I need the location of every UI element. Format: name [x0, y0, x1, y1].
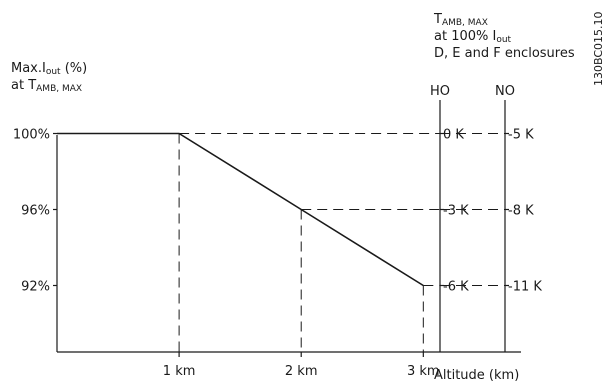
ho-tick-label-1: -3 K [443, 204, 469, 219]
dashed-guides [178, 133, 505, 352]
no-tick-label-1: -8 K [508, 204, 534, 219]
no-axis-title: NO [495, 84, 515, 99]
y-axis-title-line2: at TAMB, MAX [11, 78, 83, 94]
x-axis-title: Altitude (km) [434, 368, 520, 383]
ho-tick-label-0: 0 K [443, 128, 464, 143]
data-series [57, 132, 424, 287]
axes [56, 100, 521, 353]
x-tick-label-1km: 1 km [163, 364, 196, 379]
x-tick-label-2km: 2 km [285, 364, 318, 379]
y-axis-title-line1: Max.Iout (%) [11, 61, 88, 77]
derating-line [57, 132, 424, 287]
right-axis-title-line1: TAMB, MAX [434, 12, 488, 28]
drawing-id: 130BC015.10 [592, 11, 605, 86]
x-tick-label-3km: 3 km [407, 364, 440, 379]
right-axis-title: TAMB, MAX at 100% Iout D, E and F enclos… [434, 11, 575, 62]
ho-tick-label-2: -6 K [443, 280, 469, 295]
right-axis-title-line3: D, E and F enclosures [434, 46, 575, 61]
tick-labels: 100% 96% 92% 1 km 2 km 3 km HO 0 K -3 K -6 K NO -5 … [13, 11, 605, 379]
y-tick-label-100%: 100% [13, 128, 50, 143]
y-tick-label-92%: 92% [21, 280, 50, 295]
ho-axis-title: HO [430, 84, 450, 99]
no-tick-label-0: -5 K [508, 128, 534, 143]
y-axis-title: Max.Iout (%) at TAMB, MAX [11, 60, 87, 94]
no-tick-label-2: -11 K [508, 280, 542, 295]
right-axis-title-line2: at 100% Iout [434, 29, 512, 45]
y-tick-label-96%: 96% [21, 204, 50, 219]
